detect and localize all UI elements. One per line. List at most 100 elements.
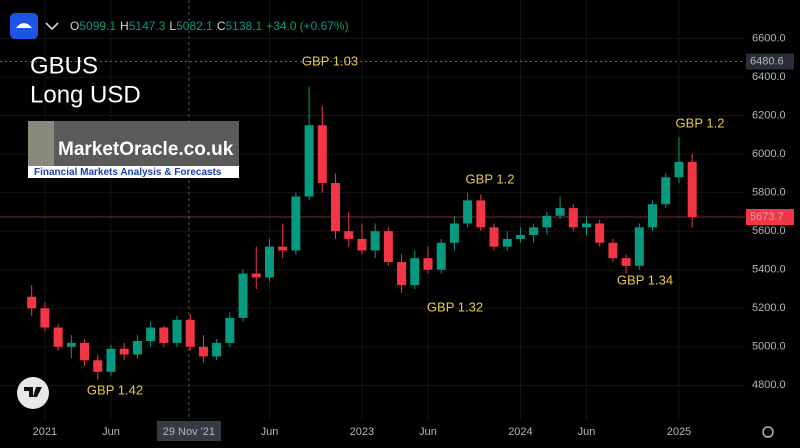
tv-logo-glyph <box>24 387 42 397</box>
candle-body <box>568 208 578 228</box>
candle-body <box>344 231 354 239</box>
annotation: GBP 1.42 <box>87 382 143 397</box>
gear[interactable] <box>762 426 774 438</box>
symbol-glyph <box>16 23 32 28</box>
candle-body <box>449 223 459 243</box>
x-tick-label: Jun <box>261 426 279 438</box>
candle-body <box>212 342 222 357</box>
candle-body <box>159 327 169 343</box>
candle-body <box>687 161 697 217</box>
subtitle: Long USD <box>30 81 141 108</box>
x-tick-label: Jun <box>578 426 596 438</box>
y-tick-label: 5000.0 <box>752 341 786 353</box>
legend-item: +34.0 <box>266 19 297 33</box>
candle-body <box>581 223 591 228</box>
candle-body <box>132 341 142 355</box>
candle-body <box>119 348 129 355</box>
last-price-label: 5673.7 <box>750 211 784 223</box>
candle-body <box>608 242 618 259</box>
y-tick-label: 5800.0 <box>752 187 786 199</box>
logo-name: MarketOracle.co.uk <box>58 139 234 160</box>
logo-strip <box>28 166 239 178</box>
marker-badge <box>746 53 794 70</box>
candle-body <box>476 200 486 228</box>
y-tick-label: 6000.0 <box>752 148 786 160</box>
candle-body <box>502 238 512 247</box>
legend-item: 5147.3 <box>129 19 166 33</box>
legend-item: O <box>70 19 79 33</box>
candles <box>27 86 697 380</box>
candle-body <box>436 242 446 270</box>
candle-body <box>423 258 433 270</box>
candle-body <box>80 342 90 361</box>
candle-body <box>515 235 525 239</box>
x-tick-label: 2021 <box>33 426 57 438</box>
legend-item: C <box>217 19 226 33</box>
x-tick-label: 2025 <box>667 426 691 438</box>
candle-body <box>634 227 644 266</box>
candle-body <box>225 317 235 343</box>
candle-body <box>410 258 420 286</box>
candle-body <box>93 360 103 372</box>
tv-logo <box>17 377 49 409</box>
crosshair-label-bg <box>156 421 221 441</box>
candle-body <box>53 327 63 347</box>
y-tick-label: 6200.0 <box>752 110 786 122</box>
candle-body <box>463 200 473 224</box>
candle-body <box>357 238 367 251</box>
candle-body <box>370 231 380 251</box>
legend-item: 5099.1 <box>79 19 116 33</box>
candle-body <box>317 125 327 184</box>
marker-label: 6480.6 <box>750 55 784 67</box>
annotation: GBP 1.03 <box>302 53 358 68</box>
ohlc-legend: O5099.1 H5147.3 L5082.1 C5138.1 +34.0 (+0.67%… <box>70 19 349 33</box>
y-tick-label: 5400.0 <box>752 264 786 276</box>
annotation: GBP 1.2 <box>676 115 725 130</box>
candle-body <box>172 319 182 343</box>
y-tick-label: 6400.0 <box>752 71 786 83</box>
candle-body <box>291 196 301 251</box>
y-tick-label: 4800.0 <box>752 379 786 391</box>
x-tick-label: Jun <box>419 426 437 438</box>
candle-body <box>27 296 37 309</box>
candle-body <box>185 319 195 347</box>
x-tick-label: 29 Nov '21 <box>163 426 215 438</box>
candle-body <box>674 161 684 178</box>
x-tick-label: Jun <box>102 426 120 438</box>
annotation: GBP 1.2 <box>466 171 515 186</box>
candle-body <box>595 223 605 243</box>
candle-body <box>40 308 50 328</box>
legend-item: 5082.1 <box>176 19 213 33</box>
settings-icon[interactable] <box>762 426 774 438</box>
last-price-badge <box>746 208 794 225</box>
legend-item: (+0.67%) <box>300 19 349 33</box>
legend-item: 5138.1 <box>225 19 262 33</box>
candle-body <box>238 273 248 318</box>
x-tick-label: 2024 <box>508 426 532 438</box>
candle-body <box>198 346 208 357</box>
annotation: GBP 1.32 <box>427 299 483 314</box>
candle-body <box>621 258 631 266</box>
watermark-logo: MarketOracle.co.uk Financial Markets Ana… <box>28 121 239 178</box>
candle-body <box>529 227 539 236</box>
legend-item: L <box>169 19 176 33</box>
candle-body <box>648 204 658 228</box>
candle-body <box>66 342 76 347</box>
labels: 4800.0 5000.0 5200.0 5400.0 5600.0 5800.0 6000… <box>33 32 794 441</box>
logo-bg <box>28 121 239 166</box>
y-tick-label: 6600.0 <box>752 32 786 44</box>
candle-body <box>251 273 261 278</box>
candle-body <box>383 231 393 263</box>
candle-body <box>331 183 341 232</box>
candle-body <box>106 348 116 372</box>
candle-body <box>489 227 499 247</box>
candle-body <box>542 215 552 228</box>
candle-body <box>278 246 288 251</box>
y-tick-label: 5200.0 <box>752 302 786 314</box>
logo-figure <box>28 121 54 166</box>
candle-body <box>555 208 565 216</box>
dropdown-chevron[interactable] <box>45 22 59 31</box>
candle-body <box>661 177 671 205</box>
